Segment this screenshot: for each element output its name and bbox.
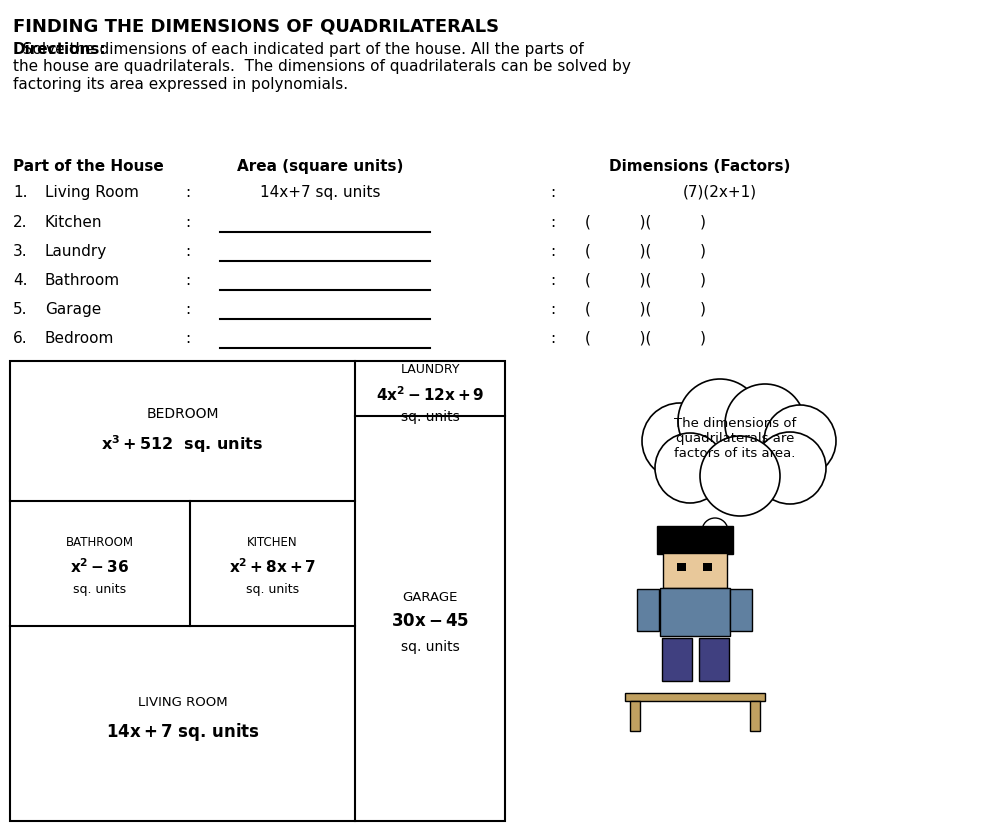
- Text: :: :: [550, 185, 555, 200]
- Text: :: :: [550, 330, 555, 345]
- Text: :: :: [185, 215, 190, 230]
- Text: $\mathbf{x^2 - 36}$: $\mathbf{x^2 - 36}$: [71, 557, 129, 575]
- Text: (          )(          ): ( )( ): [585, 273, 706, 288]
- Bar: [699, 638, 729, 681]
- Bar: [662, 638, 692, 681]
- Bar: [660, 589, 730, 636]
- Text: $\mathbf{x^2 + 8x + 7}$: $\mathbf{x^2 + 8x + 7}$: [229, 557, 316, 575]
- Text: 2.: 2.: [13, 215, 27, 230]
- Bar: [730, 589, 752, 631]
- Circle shape: [725, 385, 805, 465]
- Bar: [657, 527, 733, 554]
- Circle shape: [696, 548, 714, 565]
- Text: KITCHEN: KITCHEN: [247, 535, 298, 548]
- Text: 5.: 5.: [13, 302, 27, 317]
- Circle shape: [754, 432, 826, 504]
- Circle shape: [678, 380, 762, 463]
- Text: $\mathbf{30x - 45}$: $\mathbf{30x - 45}$: [390, 612, 469, 630]
- Text: (          )(          ): ( )( ): [585, 244, 706, 258]
- Circle shape: [691, 570, 703, 583]
- Text: sq. units: sq. units: [400, 640, 459, 654]
- Text: sq. units: sq. units: [246, 583, 299, 595]
- Bar: [703, 563, 712, 571]
- Text: Directions:: Directions:: [13, 42, 107, 57]
- Text: :: :: [185, 330, 190, 345]
- Text: sq. units: sq. units: [400, 410, 459, 424]
- Text: 14x+7 sq. units: 14x+7 sq. units: [260, 185, 381, 200]
- Text: Dimensions (Factors): Dimensions (Factors): [609, 159, 791, 174]
- Text: :: :: [185, 185, 190, 200]
- Text: (          )(          ): ( )( ): [585, 330, 706, 345]
- Text: $\mathbf{x^3+512}$  sq. units: $\mathbf{x^3+512}$ sq. units: [101, 433, 264, 454]
- Circle shape: [702, 518, 728, 544]
- Text: FINDING THE DIMENSIONS OF QUADRILATERALS: FINDING THE DIMENSIONS OF QUADRILATERALS: [13, 17, 499, 35]
- Text: :: :: [185, 302, 190, 317]
- Text: Kitchen: Kitchen: [45, 215, 102, 230]
- Circle shape: [764, 405, 836, 477]
- Bar: [750, 701, 760, 732]
- Text: :: :: [185, 244, 190, 258]
- Text: :: :: [185, 273, 190, 288]
- Bar: [663, 553, 727, 589]
- Text: :: :: [550, 215, 555, 230]
- Text: (7)(2x+1): (7)(2x+1): [683, 185, 757, 200]
- Bar: [10, 361, 505, 821]
- Text: GARAGE: GARAGE: [402, 590, 458, 604]
- Text: BEDROOM: BEDROOM: [146, 406, 219, 421]
- Circle shape: [655, 434, 725, 503]
- Circle shape: [700, 436, 780, 517]
- Text: 1.: 1.: [13, 185, 27, 200]
- Text: LAUNDRY: LAUNDRY: [400, 363, 460, 375]
- Text: 4.: 4.: [13, 273, 27, 288]
- Text: 3.: 3.: [13, 244, 27, 258]
- Text: Solve the dimensions of each indicated part of the house. All the parts of
the h: Solve the dimensions of each indicated p…: [13, 42, 631, 92]
- Text: Living Room: Living Room: [45, 185, 139, 200]
- Text: :: :: [550, 302, 555, 317]
- Text: Area (square units): Area (square units): [236, 159, 403, 174]
- Text: (          )(          ): ( )( ): [585, 215, 706, 230]
- Bar: [625, 693, 765, 701]
- Text: Garage: Garage: [45, 302, 101, 317]
- Text: LIVING ROOM: LIVING ROOM: [137, 696, 228, 708]
- Text: $\mathbf{14x + 7}$ sq. units: $\mathbf{14x + 7}$ sq. units: [106, 721, 260, 742]
- Text: (          )(          ): ( )( ): [585, 302, 706, 317]
- Bar: [677, 563, 686, 571]
- Text: :: :: [550, 244, 555, 258]
- Bar: [630, 701, 640, 732]
- Circle shape: [642, 404, 718, 479]
- Text: Bathroom: Bathroom: [45, 273, 120, 288]
- Text: Bedroom: Bedroom: [45, 330, 115, 345]
- Text: BATHROOM: BATHROOM: [66, 535, 134, 548]
- Text: sq. units: sq. units: [74, 583, 127, 595]
- Text: The dimensions of
quadrilaterals are
factors of its area.: The dimensions of quadrilaterals are fac…: [674, 417, 797, 460]
- Text: $\mathbf{4x^2 - 12x + 9}$: $\mathbf{4x^2 - 12x + 9}$: [376, 385, 485, 403]
- Text: Laundry: Laundry: [45, 244, 107, 258]
- Text: 6.: 6.: [13, 330, 27, 345]
- Text: Part of the House: Part of the House: [13, 159, 164, 174]
- Bar: [637, 589, 659, 631]
- Text: :: :: [550, 273, 555, 288]
